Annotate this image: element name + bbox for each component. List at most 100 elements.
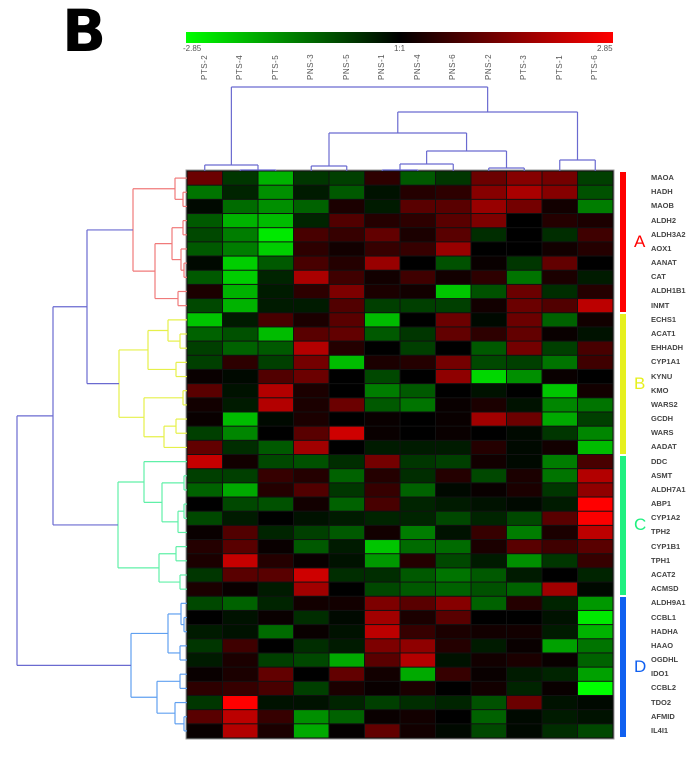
heatmap-cell: [436, 582, 471, 596]
heatmap-cell: [542, 610, 577, 625]
heatmap-cell: [258, 228, 293, 242]
heatmap-cell: [578, 610, 613, 625]
row-label: INMT: [651, 300, 670, 310]
heatmap-cell: [258, 199, 293, 214]
heatmap-cell: [400, 681, 435, 695]
heatmap-cell: [578, 625, 613, 639]
heatmap-cell: [258, 667, 293, 681]
heatmap-cell: [507, 214, 542, 228]
heatmap-cell: [471, 639, 506, 653]
heatmap-cell: [542, 228, 577, 242]
heatmap-cell: [578, 568, 613, 582]
heatmap-cell: [578, 554, 613, 568]
heatmap-cell: [294, 653, 329, 667]
heatmap-cell: [187, 228, 222, 242]
heatmap-cell: [507, 554, 542, 568]
heatmap-cell: [507, 412, 542, 426]
heatmap-cell: [329, 214, 364, 228]
heatmap-cell: [471, 625, 506, 639]
heatmap-cell: [471, 483, 506, 497]
heatmap-cell: [294, 525, 329, 540]
heatmap-cell: [258, 256, 293, 270]
row-label: ALDH9A1: [651, 598, 686, 608]
heatmap-cell: [223, 568, 258, 582]
heatmap-cell: [187, 341, 222, 355]
heatmap-cell: [365, 355, 400, 369]
row-label: ECHS1: [651, 314, 677, 324]
heatmap-cell: [400, 440, 435, 454]
heatmap-cell: [507, 455, 542, 469]
heatmap-cell: [400, 256, 435, 270]
heatmap-cell: [436, 185, 471, 199]
heatmap-cell: [329, 398, 364, 412]
heatmap-cell: [223, 681, 258, 695]
cluster-bar: [620, 313, 626, 454]
heatmap-cell: [223, 440, 258, 454]
heatmap-cell: [542, 355, 577, 369]
row-label: CYP1B1: [651, 541, 681, 551]
heatmap-cell: [365, 582, 400, 596]
heatmap-cell: [578, 369, 613, 384]
heatmap-cell: [542, 270, 577, 284]
heatmap-cell: [294, 185, 329, 199]
heatmap-cell: [223, 469, 258, 483]
heatmap-cell: [542, 426, 577, 440]
heatmap-cell: [258, 653, 293, 667]
heatmap-cell: [294, 384, 329, 398]
row-label: CYP1A2: [651, 513, 681, 523]
heatmap-cell: [471, 440, 506, 454]
heatmap-cell: [294, 540, 329, 554]
color-scale-max-label: 2.85: [597, 44, 613, 53]
heatmap-cell: [223, 455, 258, 469]
heatmap-cell: [507, 540, 542, 554]
heatmap-cell: [507, 511, 542, 525]
heatmap-cell: [400, 710, 435, 724]
heatmap-cell: [294, 171, 329, 185]
heatmap-cell: [542, 398, 577, 412]
heatmap-cell: [471, 695, 506, 710]
heatmap-cell: [294, 568, 329, 582]
heatmap-cell: [436, 171, 471, 185]
heatmap-cell: [400, 185, 435, 199]
heatmap-cell: [400, 469, 435, 483]
heatmap-cell: [471, 214, 506, 228]
heatmap-cell: [436, 667, 471, 681]
heatmap-cell: [400, 341, 435, 355]
heatmap-cell: [365, 284, 400, 299]
heatmap-cell: [578, 511, 613, 525]
heatmap-cell: [400, 695, 435, 710]
heatmap-cell: [294, 582, 329, 596]
heatmap-cell: [223, 256, 258, 270]
heatmap-cell: [436, 313, 471, 327]
heatmap-cell: [507, 426, 542, 440]
heatmap-cell: [578, 327, 613, 341]
heatmap-cell: [578, 469, 613, 483]
row-label: GCDH: [651, 414, 674, 424]
heatmap-cell: [507, 199, 542, 214]
heatmap-cell: [329, 256, 364, 270]
heatmap-cell: [436, 284, 471, 299]
heatmap-cell: [187, 568, 222, 582]
heatmap-cell: [400, 313, 435, 327]
heatmap-cell: [187, 724, 222, 738]
heatmap-cell: [471, 284, 506, 299]
heatmap-cell: [365, 639, 400, 653]
heatmap-cell: [578, 384, 613, 398]
heatmap-cell: [294, 710, 329, 724]
heatmap-cell: [258, 214, 293, 228]
heatmap-cell: [436, 710, 471, 724]
heatmap-cell: [329, 171, 364, 185]
heatmap-cell: [542, 256, 577, 270]
heatmap-cell: [294, 455, 329, 469]
heatmap-cell: [400, 667, 435, 681]
heatmap-cell: [329, 724, 364, 738]
row-label: ACAT1: [651, 329, 676, 338]
heatmap-cell: [223, 582, 258, 596]
row-label: CCBL2: [651, 683, 677, 693]
row-label: IL4I1: [651, 725, 669, 735]
heatmap-cell: [187, 667, 222, 681]
heatmap-cell: [471, 327, 506, 341]
heatmap-cell: [471, 710, 506, 724]
heatmap-cell: [294, 667, 329, 681]
heatmap-cell: [329, 455, 364, 469]
